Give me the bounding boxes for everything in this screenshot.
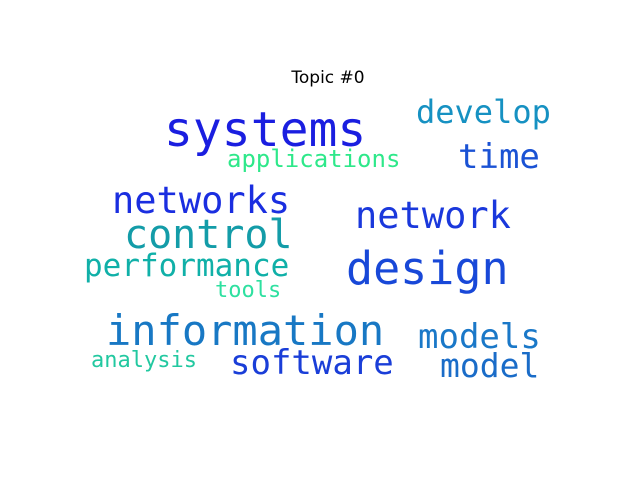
- word-model: model: [440, 346, 540, 385]
- word-control: control: [124, 212, 293, 258]
- word-networks: networks: [112, 179, 291, 222]
- word-tools: tools: [215, 278, 282, 303]
- word-design: design: [346, 242, 509, 295]
- word-applications: applications: [227, 145, 401, 173]
- word-information: information: [106, 306, 385, 355]
- word-systems: systems: [164, 102, 367, 158]
- word-network: network: [355, 194, 511, 237]
- word-analysis: analysis: [91, 348, 197, 373]
- word-time: time: [458, 137, 540, 177]
- word-software: software: [230, 343, 394, 383]
- word-models: models: [418, 317, 541, 357]
- figure-title: Topic #0: [291, 68, 365, 88]
- word-performance: performance: [84, 248, 290, 284]
- word-develop: develop: [416, 93, 551, 131]
